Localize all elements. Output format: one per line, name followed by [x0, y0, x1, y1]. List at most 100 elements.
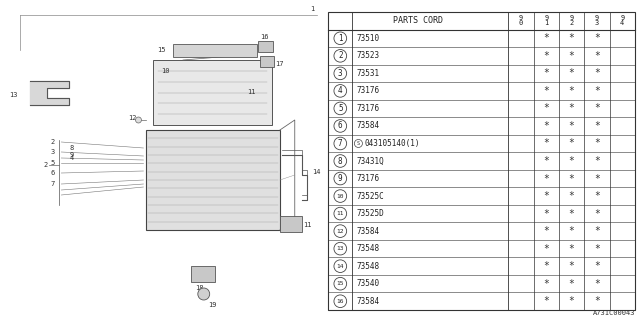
Circle shape [334, 120, 347, 132]
Text: *: * [594, 51, 600, 61]
Text: 73523: 73523 [356, 51, 380, 60]
Text: *: * [569, 296, 575, 306]
Text: *: * [543, 173, 549, 184]
Text: PARTS CORD: PARTS CORD [393, 16, 444, 25]
Text: 9: 9 [338, 174, 342, 183]
Text: 73584: 73584 [356, 122, 380, 131]
Text: *: * [543, 226, 549, 236]
Circle shape [334, 102, 347, 115]
Text: *: * [594, 226, 600, 236]
Text: 8: 8 [338, 156, 342, 165]
Text: *: * [543, 103, 549, 113]
Circle shape [334, 50, 347, 62]
Text: 73176: 73176 [356, 104, 380, 113]
Text: 16: 16 [337, 299, 344, 304]
Text: 5: 5 [50, 160, 54, 166]
Text: 6: 6 [50, 170, 54, 176]
Text: 73525C: 73525C [356, 192, 384, 201]
Text: *: * [594, 261, 600, 271]
Text: *: * [569, 279, 575, 289]
Circle shape [334, 277, 347, 290]
Text: *: * [569, 244, 575, 254]
Text: *: * [543, 156, 549, 166]
Text: *: * [594, 121, 600, 131]
Text: 9
1: 9 1 [544, 15, 548, 26]
Text: 16: 16 [260, 34, 269, 40]
Text: 15: 15 [337, 281, 344, 286]
Circle shape [334, 207, 347, 220]
Text: *: * [569, 156, 575, 166]
Text: S: S [357, 141, 360, 146]
Text: 73431Q: 73431Q [356, 156, 384, 165]
Bar [154, 60, 272, 125]
Text: 4: 4 [338, 86, 342, 95]
Bar [173, 44, 257, 57]
Text: 5: 5 [338, 104, 342, 113]
Text: *: * [569, 51, 575, 61]
Text: 7: 7 [50, 181, 54, 187]
Text: *: * [594, 68, 600, 78]
Text: *: * [543, 51, 549, 61]
Text: 18: 18 [195, 285, 204, 291]
Text: 11: 11 [247, 90, 256, 95]
Text: 73525D: 73525D [356, 209, 384, 218]
Text: *: * [543, 121, 549, 131]
Text: *: * [543, 86, 549, 96]
Bar [260, 56, 274, 67]
Text: 73176: 73176 [356, 174, 380, 183]
Bar [280, 216, 301, 232]
Bar [258, 41, 273, 52]
Text: 14: 14 [312, 169, 321, 175]
Text: *: * [569, 261, 575, 271]
Text: *: * [543, 244, 549, 254]
Text: *: * [569, 121, 575, 131]
Circle shape [334, 172, 347, 185]
Text: *: * [594, 139, 600, 148]
Text: *: * [594, 103, 600, 113]
Circle shape [334, 225, 347, 237]
Text: *: * [569, 226, 575, 236]
Circle shape [198, 288, 210, 300]
Text: *: * [594, 191, 600, 201]
Text: 3: 3 [50, 149, 54, 155]
Circle shape [334, 260, 347, 273]
Text: 3: 3 [338, 69, 342, 78]
Text: 11: 11 [303, 222, 312, 228]
Circle shape [334, 155, 347, 167]
Text: 73548: 73548 [356, 262, 380, 271]
Text: 7: 7 [338, 139, 342, 148]
Circle shape [334, 190, 347, 202]
Text: 73540: 73540 [356, 279, 380, 288]
Text: 4: 4 [70, 155, 74, 161]
Polygon shape [29, 81, 69, 105]
Text: *: * [569, 103, 575, 113]
Text: 12: 12 [337, 228, 344, 234]
Text: 8: 8 [70, 145, 74, 151]
Text: A731C00043: A731C00043 [593, 310, 635, 316]
Text: 2: 2 [338, 51, 342, 60]
Text: *: * [594, 33, 600, 43]
Circle shape [334, 295, 347, 308]
Text: 2: 2 [44, 162, 47, 168]
Text: *: * [594, 209, 600, 219]
Circle shape [334, 84, 347, 97]
Text: *: * [569, 68, 575, 78]
Text: *: * [543, 68, 549, 78]
Text: 1: 1 [310, 6, 314, 12]
Text: 9: 9 [70, 152, 74, 158]
Text: 19: 19 [208, 302, 216, 308]
Text: 73584: 73584 [356, 227, 380, 236]
Bar [147, 130, 280, 230]
Text: *: * [569, 139, 575, 148]
Text: 14: 14 [337, 264, 344, 269]
Text: *: * [594, 296, 600, 306]
Text: 9
0: 9 0 [519, 15, 523, 26]
Text: *: * [543, 139, 549, 148]
Text: *: * [569, 191, 575, 201]
Text: 12: 12 [129, 115, 137, 121]
Text: 73176: 73176 [356, 86, 380, 95]
Text: *: * [543, 209, 549, 219]
Text: *: * [594, 86, 600, 96]
Text: 73584: 73584 [356, 297, 380, 306]
Text: 15: 15 [157, 47, 165, 53]
